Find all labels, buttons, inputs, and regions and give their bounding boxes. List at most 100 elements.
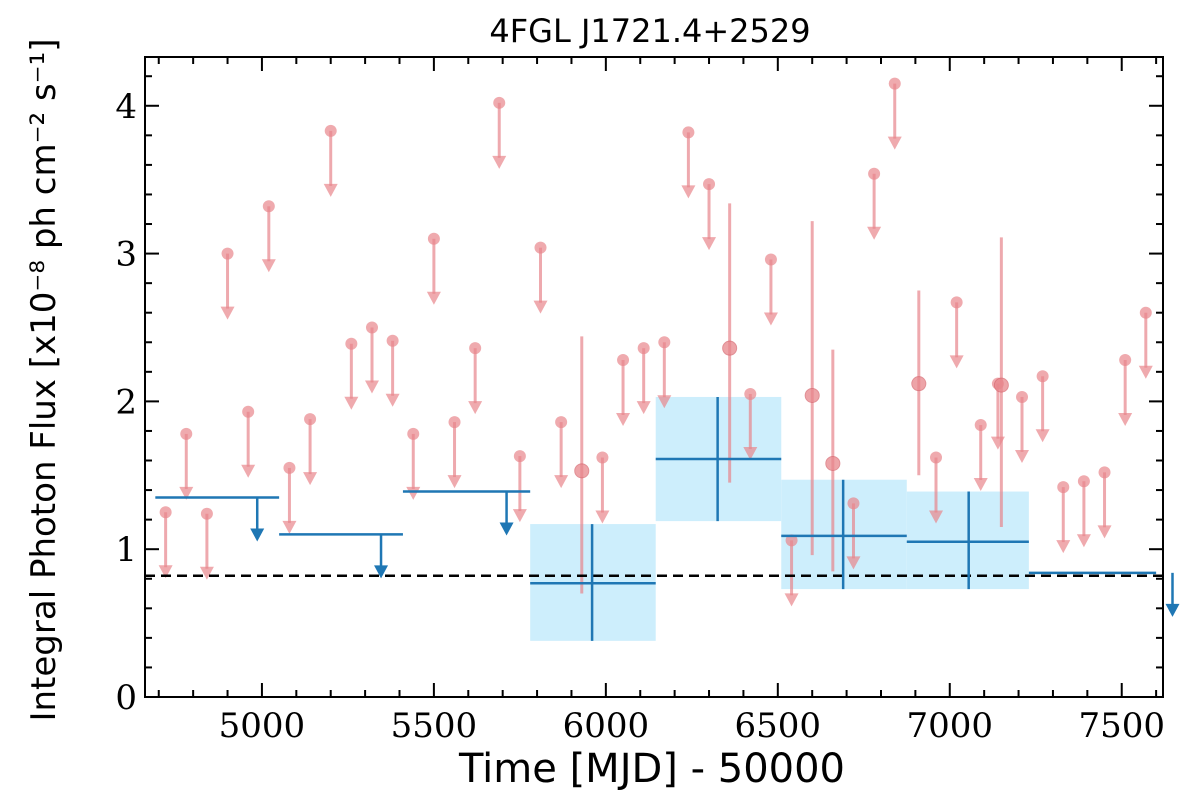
fine-ul-point-13 xyxy=(427,232,440,245)
fine-ul-arrow-24-head xyxy=(681,185,696,199)
fine-ul-arrow-32-head xyxy=(929,510,944,524)
fine-ul-point-16 xyxy=(493,96,506,109)
fine-ul-arrow-20-head xyxy=(595,510,610,524)
fine-ul-arrow-36-head xyxy=(1014,449,1029,463)
fine-ul-arrow-39-head xyxy=(1076,534,1091,548)
fine-ul-point-19 xyxy=(555,416,568,429)
fine-ul-point-40 xyxy=(1098,466,1111,479)
fine-ul-arrow-4-head xyxy=(241,464,256,478)
coarse-ul-arrow-3-head xyxy=(1165,603,1180,617)
fine-ul-arrow-19-head xyxy=(554,475,569,489)
fine-ul-arrow-5-head xyxy=(261,259,276,273)
fine-ul-point-2 xyxy=(200,507,213,520)
fine-ul-point-7 xyxy=(304,413,317,426)
fine-ul-point-8 xyxy=(324,124,337,137)
fine-det-point-1 xyxy=(722,340,738,356)
fine-ul-point-33 xyxy=(950,296,963,309)
x-axis-label: Time [MJD] - 50000 xyxy=(458,746,845,792)
fine-ul-point-31 xyxy=(888,77,901,90)
fine-ul-point-36 xyxy=(1015,390,1028,403)
coarse-bin-bands xyxy=(530,396,1029,641)
fine-ul-arrow-30-head xyxy=(867,226,882,240)
fine-ul-arrow-3-head xyxy=(220,306,235,320)
fine-ul-point-23 xyxy=(658,336,671,349)
fine-det-point-3 xyxy=(825,455,841,471)
fine-ul-point-34 xyxy=(974,419,987,432)
fine-ul-arrow-7-head xyxy=(303,472,318,486)
fine-ul-point-9 xyxy=(345,337,358,350)
fine-ul-arrow-11-head xyxy=(385,393,400,407)
fine-ul-point-21 xyxy=(617,354,630,367)
y-tick-label-2: 2 xyxy=(115,382,137,422)
fine-ul-point-39 xyxy=(1077,475,1090,488)
fine-ul-arrow-37-head xyxy=(1035,429,1050,443)
fine-ul-arrow-29-head xyxy=(846,556,861,570)
plot-axes: 5000 5500 6000 6500 7000 7500 0 1 2 3 4 xyxy=(115,56,1165,746)
x-tick-label-6000: 6000 xyxy=(563,706,650,746)
fine-ul-arrow-0-head xyxy=(158,565,173,579)
coarse-ul-arrow-2-head xyxy=(499,522,514,536)
fine-ul-arrow-10-head xyxy=(364,380,379,394)
fine-ul-point-37 xyxy=(1036,370,1049,383)
fine-ul-arrow-31-head xyxy=(887,136,902,150)
plot-frame xyxy=(144,56,1164,698)
fine-ul-arrow-40-head xyxy=(1097,525,1112,539)
chart-title: 4FGL J1721.4+2529 xyxy=(489,12,810,50)
fine-ul-point-28 xyxy=(785,534,798,547)
fine-ul-arrow-42-head xyxy=(1138,365,1153,379)
fine-ul-arrow-26-head xyxy=(743,446,758,460)
fine-ul-point-5 xyxy=(262,200,275,213)
fine-ul-arrow-17-head xyxy=(512,509,527,523)
fine-ul-arrow-2-head xyxy=(199,566,214,580)
fine-ul-arrow-41-head xyxy=(1118,413,1133,427)
fine-ul-arrow-16-head xyxy=(492,155,507,169)
fine-ul-arrow-8-head xyxy=(323,183,338,197)
fine-ul-arrow-34-head xyxy=(973,478,988,492)
fine-ul-arrow-6-head xyxy=(282,520,297,534)
fine-ul-point-17 xyxy=(513,450,526,463)
fine-ul-arrow-12-head xyxy=(406,486,421,500)
x-tick-label-5500: 5500 xyxy=(391,706,478,746)
fine-ul-arrow-38-head xyxy=(1056,540,1071,554)
x-tick-label-5000: 5000 xyxy=(219,706,306,746)
fine-det-point-5 xyxy=(993,377,1009,393)
fine-ul-point-18 xyxy=(534,241,547,254)
fine-ul-point-3 xyxy=(221,247,234,260)
fine-ul-point-25 xyxy=(703,178,716,191)
coarse-ul-arrow-1-head xyxy=(374,565,389,579)
fine-ul-arrow-28-head xyxy=(784,593,799,607)
fine-ul-point-12 xyxy=(407,427,420,440)
fine-ul-point-0 xyxy=(159,506,172,519)
fine-ul-arrow-1-head xyxy=(179,486,194,500)
fine-ul-point-1 xyxy=(180,427,193,440)
fine-ul-point-20 xyxy=(596,451,609,464)
fine-bin-points xyxy=(158,77,1153,607)
fine-ul-point-11 xyxy=(386,334,399,347)
y-tick-label-3: 3 xyxy=(115,235,137,275)
fine-ul-point-4 xyxy=(242,405,255,418)
fine-ul-point-10 xyxy=(365,321,378,334)
y-axis-label: Integral Photon Flux [x10⁻⁸ ph cm⁻² s⁻¹] xyxy=(24,38,64,721)
fine-ul-arrow-33-head xyxy=(949,355,964,369)
coarse-ul-arrow-0-head xyxy=(250,528,265,542)
fine-ul-point-26 xyxy=(744,387,757,400)
y-tick-label-1: 1 xyxy=(115,530,137,570)
fine-ul-point-22 xyxy=(637,342,650,355)
fine-ul-arrow-25-head xyxy=(702,237,717,251)
fine-ul-arrow-22-head xyxy=(636,401,651,415)
fine-det-point-2 xyxy=(804,387,820,403)
x-tick-label-6500: 6500 xyxy=(735,706,822,746)
fine-ul-arrow-13-head xyxy=(426,291,441,305)
fine-ul-point-6 xyxy=(283,461,296,474)
fine-ul-point-30 xyxy=(868,167,881,180)
fine-ul-arrow-9-head xyxy=(344,396,359,410)
fine-ul-point-24 xyxy=(682,126,695,139)
x-tick-label-7000: 7000 xyxy=(907,706,994,746)
fine-ul-point-27 xyxy=(764,253,777,266)
fine-ul-point-14 xyxy=(448,416,461,429)
fine-ul-arrow-27-head xyxy=(763,312,778,326)
fine-det-point-4 xyxy=(911,376,927,392)
y-tick-label-0: 0 xyxy=(115,678,137,718)
fine-ul-point-41 xyxy=(1119,354,1132,367)
